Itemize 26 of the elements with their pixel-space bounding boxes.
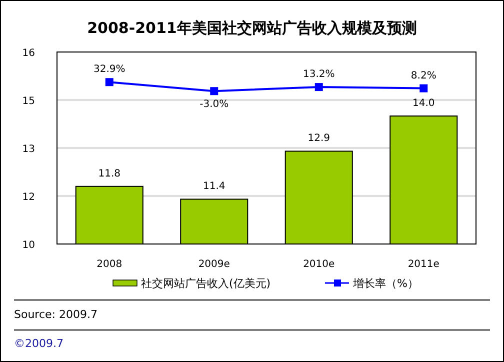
data-label: 12.9 — [308, 133, 330, 144]
point — [420, 84, 428, 92]
data-label: 11.8 — [98, 168, 121, 180]
y-tick-label: 15 — [22, 96, 35, 107]
data-label: 11.4 — [202, 181, 226, 192]
point — [210, 87, 218, 96]
data-label: 32.9% — [93, 64, 126, 76]
legend-label: 社交网站广告收入(亿美元) — [141, 277, 271, 290]
y-tick-label: 16 — [22, 48, 35, 59]
y-tick-label: 13 — [22, 144, 35, 155]
x-tick-label: 2009e — [198, 259, 230, 270]
legend-label: 增长率（%） — [352, 277, 418, 290]
title: 2008-2011年美国社交网站广告收入规模及预测 — [87, 19, 417, 37]
text: ©2009.7 — [14, 337, 64, 350]
data-label: 14.0 — [412, 98, 435, 109]
data-label: -3.0% — [200, 99, 229, 110]
x-tick-label: 2011e — [408, 259, 440, 270]
data-label: 8.2% — [410, 70, 436, 82]
point — [105, 78, 114, 86]
x-tick-label: 2008 — [96, 259, 122, 270]
point — [314, 83, 323, 92]
y-tick-label: 10 — [22, 240, 35, 251]
x-tick-label: 2010e — [303, 259, 335, 270]
source-note: Source: 2009.7 — [14, 308, 98, 321]
y-tick-label: 12 — [22, 192, 35, 203]
data-label: 13.2% — [302, 69, 335, 80]
